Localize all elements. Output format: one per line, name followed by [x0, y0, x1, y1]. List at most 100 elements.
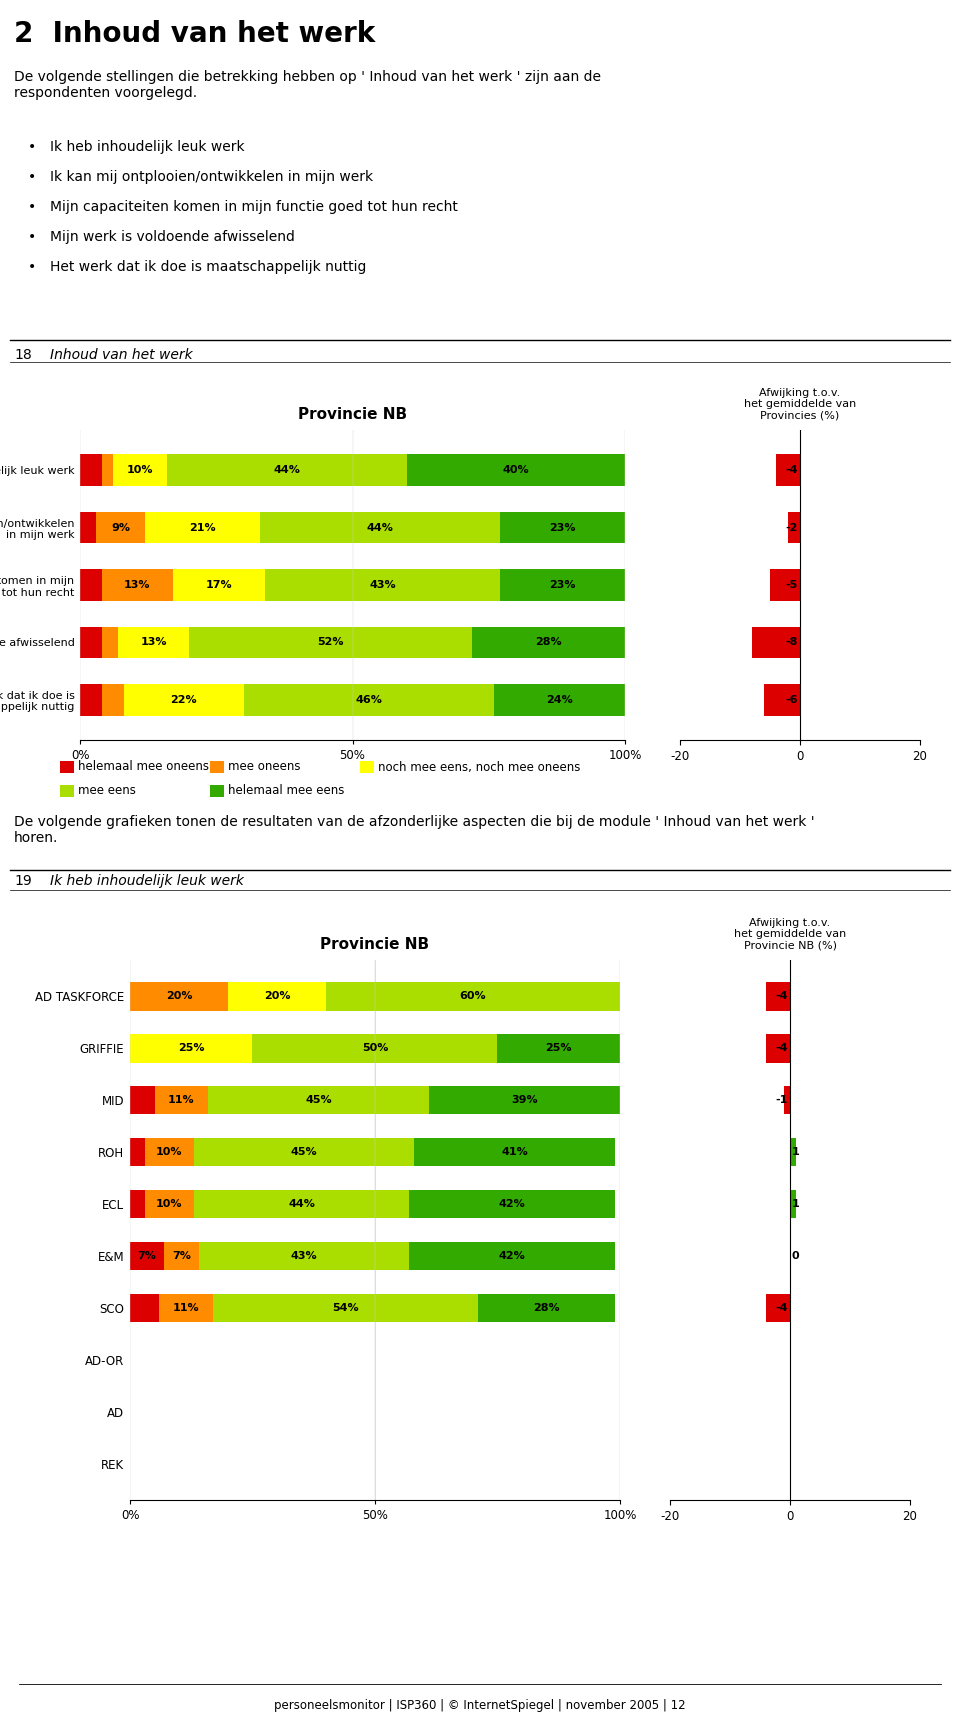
Text: 7%: 7% [137, 1251, 156, 1262]
Text: -2: -2 [785, 523, 798, 533]
Bar [60, 762, 74, 774]
Text: mee eens: mee eens [78, 784, 136, 798]
Bar [80, 569, 102, 600]
Text: 45%: 45% [305, 1095, 332, 1105]
Bar [189, 627, 472, 658]
Title: Provincie NB: Provincie NB [298, 407, 407, 421]
Text: 19: 19 [14, 873, 32, 889]
Text: •: • [28, 260, 36, 273]
Bar [766, 982, 790, 1011]
Text: 44%: 44% [288, 1200, 315, 1208]
Title: Provincie NB: Provincie NB [321, 937, 429, 952]
Bar [265, 569, 499, 600]
Text: 41%: 41% [501, 1147, 528, 1157]
Bar [252, 1035, 497, 1062]
Text: 39%: 39% [511, 1095, 538, 1105]
Bar [194, 1138, 414, 1167]
Text: De volgende grafieken tonen de resultaten van de afzonderlijke aspecten die bij : De volgende grafieken tonen de resultate… [14, 815, 815, 846]
Text: 10%: 10% [127, 466, 154, 474]
Text: 23%: 23% [549, 523, 576, 533]
Text: 25%: 25% [178, 1043, 204, 1054]
Text: 28%: 28% [536, 638, 562, 648]
Text: 18: 18 [14, 347, 32, 363]
Title: Afwijking t.o.v.
het gemiddelde van
Provincie NB (%): Afwijking t.o.v. het gemiddelde van Prov… [733, 918, 846, 951]
Bar [199, 1241, 409, 1270]
Text: 52%: 52% [318, 638, 344, 648]
Bar [167, 454, 407, 486]
Text: noch mee eens, noch mee oneens: noch mee eens, noch mee oneens [378, 760, 581, 774]
Text: •: • [28, 230, 36, 244]
Bar [788, 512, 800, 543]
Text: 0: 0 [792, 1251, 800, 1262]
Bar [130, 1190, 145, 1219]
Bar [96, 512, 145, 543]
Text: Mijn capaciteiten komen in mijn functie goed tot hun recht: Mijn capaciteiten komen in mijn functie … [50, 199, 458, 213]
Text: -4: -4 [776, 992, 788, 1002]
Text: 42%: 42% [499, 1200, 525, 1208]
Bar [752, 627, 800, 658]
Bar [784, 1086, 790, 1114]
Text: personeelsmonitor | ISP360 | © InternetSpiegel | november 2005 | 12: personeelsmonitor | ISP360 | © InternetS… [275, 1698, 685, 1712]
Text: Ik heb inhoudelijk leuk werk: Ik heb inhoudelijk leuk werk [50, 873, 244, 889]
Text: -4: -4 [776, 1303, 788, 1313]
Bar [112, 454, 167, 486]
Text: -4: -4 [776, 1043, 788, 1054]
Bar [124, 684, 244, 715]
Text: 44%: 44% [274, 466, 300, 474]
Bar [118, 627, 189, 658]
Text: 24%: 24% [546, 694, 573, 705]
Bar [159, 1294, 213, 1322]
Bar [409, 1190, 615, 1219]
Bar [102, 569, 173, 600]
Bar [764, 684, 800, 715]
Bar [102, 684, 124, 715]
Bar [130, 1294, 159, 1322]
Bar [497, 1035, 620, 1062]
Text: •: • [28, 139, 36, 155]
Text: -1: -1 [776, 1095, 788, 1105]
Bar [790, 1138, 796, 1167]
Text: 13%: 13% [140, 638, 167, 648]
Bar [130, 1138, 145, 1167]
Bar [326, 982, 620, 1011]
Text: 23%: 23% [549, 579, 576, 590]
Bar [194, 1190, 409, 1219]
Bar [213, 1294, 478, 1322]
Bar [102, 454, 112, 486]
Text: Het werk dat ik doe is maatschappelijk nuttig: Het werk dat ik doe is maatschappelijk n… [50, 260, 367, 273]
Text: 43%: 43% [291, 1251, 317, 1262]
Text: •: • [28, 170, 36, 184]
Text: 21%: 21% [189, 523, 216, 533]
Text: 42%: 42% [499, 1251, 525, 1262]
Bar [145, 1190, 194, 1219]
Bar [429, 1086, 620, 1114]
Bar [210, 762, 224, 774]
Text: -5: -5 [785, 579, 798, 590]
Text: 1: 1 [792, 1200, 800, 1208]
Text: •: • [28, 199, 36, 213]
Bar [360, 762, 374, 774]
Bar [130, 982, 228, 1011]
Bar [208, 1086, 429, 1114]
Title: Afwijking t.o.v.
het gemiddelde van
Provincies (%): Afwijking t.o.v. het gemiddelde van Prov… [744, 388, 856, 421]
Bar [164, 1241, 199, 1270]
Text: Ik heb inhoudelijk leuk werk: Ik heb inhoudelijk leuk werk [50, 139, 245, 155]
Text: 50%: 50% [362, 1043, 388, 1054]
Text: helemaal mee oneens: helemaal mee oneens [78, 760, 209, 774]
Text: mee oneens: mee oneens [228, 760, 300, 774]
Text: 43%: 43% [370, 579, 396, 590]
Text: 22%: 22% [170, 694, 197, 705]
Text: 25%: 25% [545, 1043, 572, 1054]
Bar [130, 1086, 155, 1114]
Text: 40%: 40% [503, 466, 529, 474]
Bar [244, 684, 494, 715]
Bar [770, 569, 800, 600]
Bar [60, 786, 74, 798]
Bar [173, 569, 265, 600]
Text: 1: 1 [792, 1147, 800, 1157]
Text: 44%: 44% [367, 523, 394, 533]
Bar [766, 1294, 790, 1322]
Bar [499, 512, 625, 543]
Text: Inhoud van het werk: Inhoud van het werk [50, 347, 193, 363]
Text: 13%: 13% [124, 579, 151, 590]
